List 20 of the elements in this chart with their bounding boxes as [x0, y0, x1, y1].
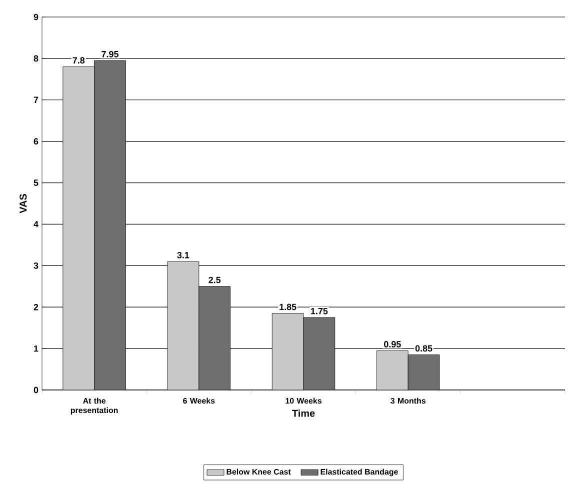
- y-tick-label: 9: [34, 14, 38, 20]
- x-axis-title: Time: [292, 409, 315, 417]
- y-tick-label: 7: [34, 96, 38, 103]
- y-axis-title: VAS: [20, 194, 27, 214]
- y-tick-label: 8: [34, 55, 38, 62]
- data-label: 2.5: [208, 276, 221, 284]
- y-tick-label: 6: [34, 138, 38, 145]
- y-tick-label: 3: [34, 262, 38, 269]
- data-label: 0.95: [384, 341, 401, 348]
- y-tick-label: 5: [34, 180, 38, 186]
- data-label: 3.1: [177, 252, 190, 258]
- y-tick-label: 4: [34, 221, 38, 228]
- data-label: 7.8: [72, 57, 85, 64]
- data-label: 0.85: [415, 345, 432, 352]
- y-tick-label: 2: [34, 304, 38, 310]
- y-tick-label: 0: [34, 386, 38, 394]
- data-label: 7.95: [102, 50, 118, 58]
- data-label: 1.85: [280, 304, 296, 310]
- y-tick-label: 1: [34, 345, 38, 352]
- data-label: 1.75: [311, 308, 328, 314]
